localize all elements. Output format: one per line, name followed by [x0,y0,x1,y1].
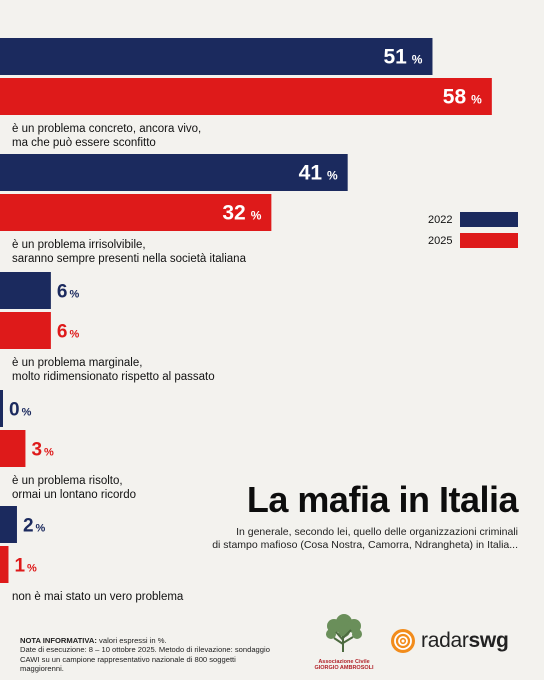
bar-2025-cat3 [0,312,51,349]
bar-2025-cat1 [0,78,492,115]
value-label-2022-cat1: 51% [383,46,422,69]
radar-word: radar [421,629,469,652]
legend-item-2025: 2025 [428,231,518,250]
note-line-3: CAWI su un campione rappresentativo nazi… [20,654,236,674]
value-label-2022-cat5: 2% [23,516,46,537]
bar-2022-cat2 [0,154,348,191]
legend: 2022 2025 [428,210,518,252]
ambrosoli-line-2: GIORGIO AMBROSOLI [314,665,374,672]
category-label-1-line-2: ma che può essere sconfitto [12,137,156,149]
ambrosoli-logo: Associazione Civile GIORGIO AMBROSOLI [313,614,375,674]
bar-2025-cat4 [0,430,26,467]
bar-2022-cat5 [0,506,17,543]
category-label-3-line-2: molto ridimensionato rispetto al passato [12,371,215,383]
legend-label-2025: 2025 [428,234,453,247]
value-label-2025-cat5: 1% [14,556,37,577]
bar-chart: 51 % 58 % è un problema concreto, ancora viv… [0,38,492,603]
value-label-2022-cat2: 41% [299,162,338,185]
bar-2022-cat1 [0,38,433,75]
subtitle-line-1: In generale, secondo lei, quello delle o… [236,525,518,538]
bar-2025-cat2 [0,194,272,231]
chart-title: La mafia in Italia [246,479,519,520]
title-block: La mafia in Italia In generale, secondo … [188,480,518,553]
category-label-3-line-1: è un problema marginale, [12,357,142,369]
value-label-2025-cat1: 58% [443,86,482,109]
legend-swatch-2022 [460,212,518,227]
note-line-1: valori espressi in %. [99,636,167,645]
value-label-2025-cat2: 32% [222,202,261,225]
radar-swg-wordmark: radarswg [421,629,509,653]
methodology-note: NOTA INFORMATIVA: valori espressi in %. … [20,636,280,674]
chart-subtitle: In generale, secondo lei, quello delle o… [188,526,518,553]
radar-icon [391,629,415,653]
legend-swatch-2025 [460,233,518,248]
legend-label-2022: 2022 [428,213,453,226]
legend-item-2022: 2022 [428,210,518,229]
value-label-2022-cat3: 6% [57,282,80,303]
ambrosoli-line-1: Associazione Civile [318,659,370,665]
category-label-5-line-1: non è mai stato un vero problema [12,591,184,603]
radar-swg-logo: radarswg [390,628,509,654]
bar-2022-cat3 [0,272,51,309]
value-label-2025-cat3: 6% [57,322,80,343]
subtitle-line-2: di stampo mafioso (Cosa Nostra, Camorra,… [212,539,518,552]
value-label-2025-cat4: 3% [31,440,54,461]
category-label-2-line-2: saranno sempre presenti nella società it… [12,253,247,265]
tree-icon [326,614,362,652]
category-label-1-line-1: è un problema concreto, ancora vivo, [12,123,201,135]
category-label-4-line-1: è un problema risolto, [12,475,123,487]
note-label: NOTA INFORMATIVA: [20,636,97,645]
value-label-2022-cat4: 0% [9,400,32,421]
bar-2025-cat5 [0,546,9,583]
note-line-2: Date di esecuzione: 8 – 10 ottobre 2025.… [20,645,270,655]
category-label-2-line-1: è un problema irrisolvibile, [12,239,146,251]
bar-2022-cat4 [0,390,3,427]
category-label-4-line-2: ormai un lontano ricordo [12,489,136,501]
swg-word: swg [468,629,509,652]
